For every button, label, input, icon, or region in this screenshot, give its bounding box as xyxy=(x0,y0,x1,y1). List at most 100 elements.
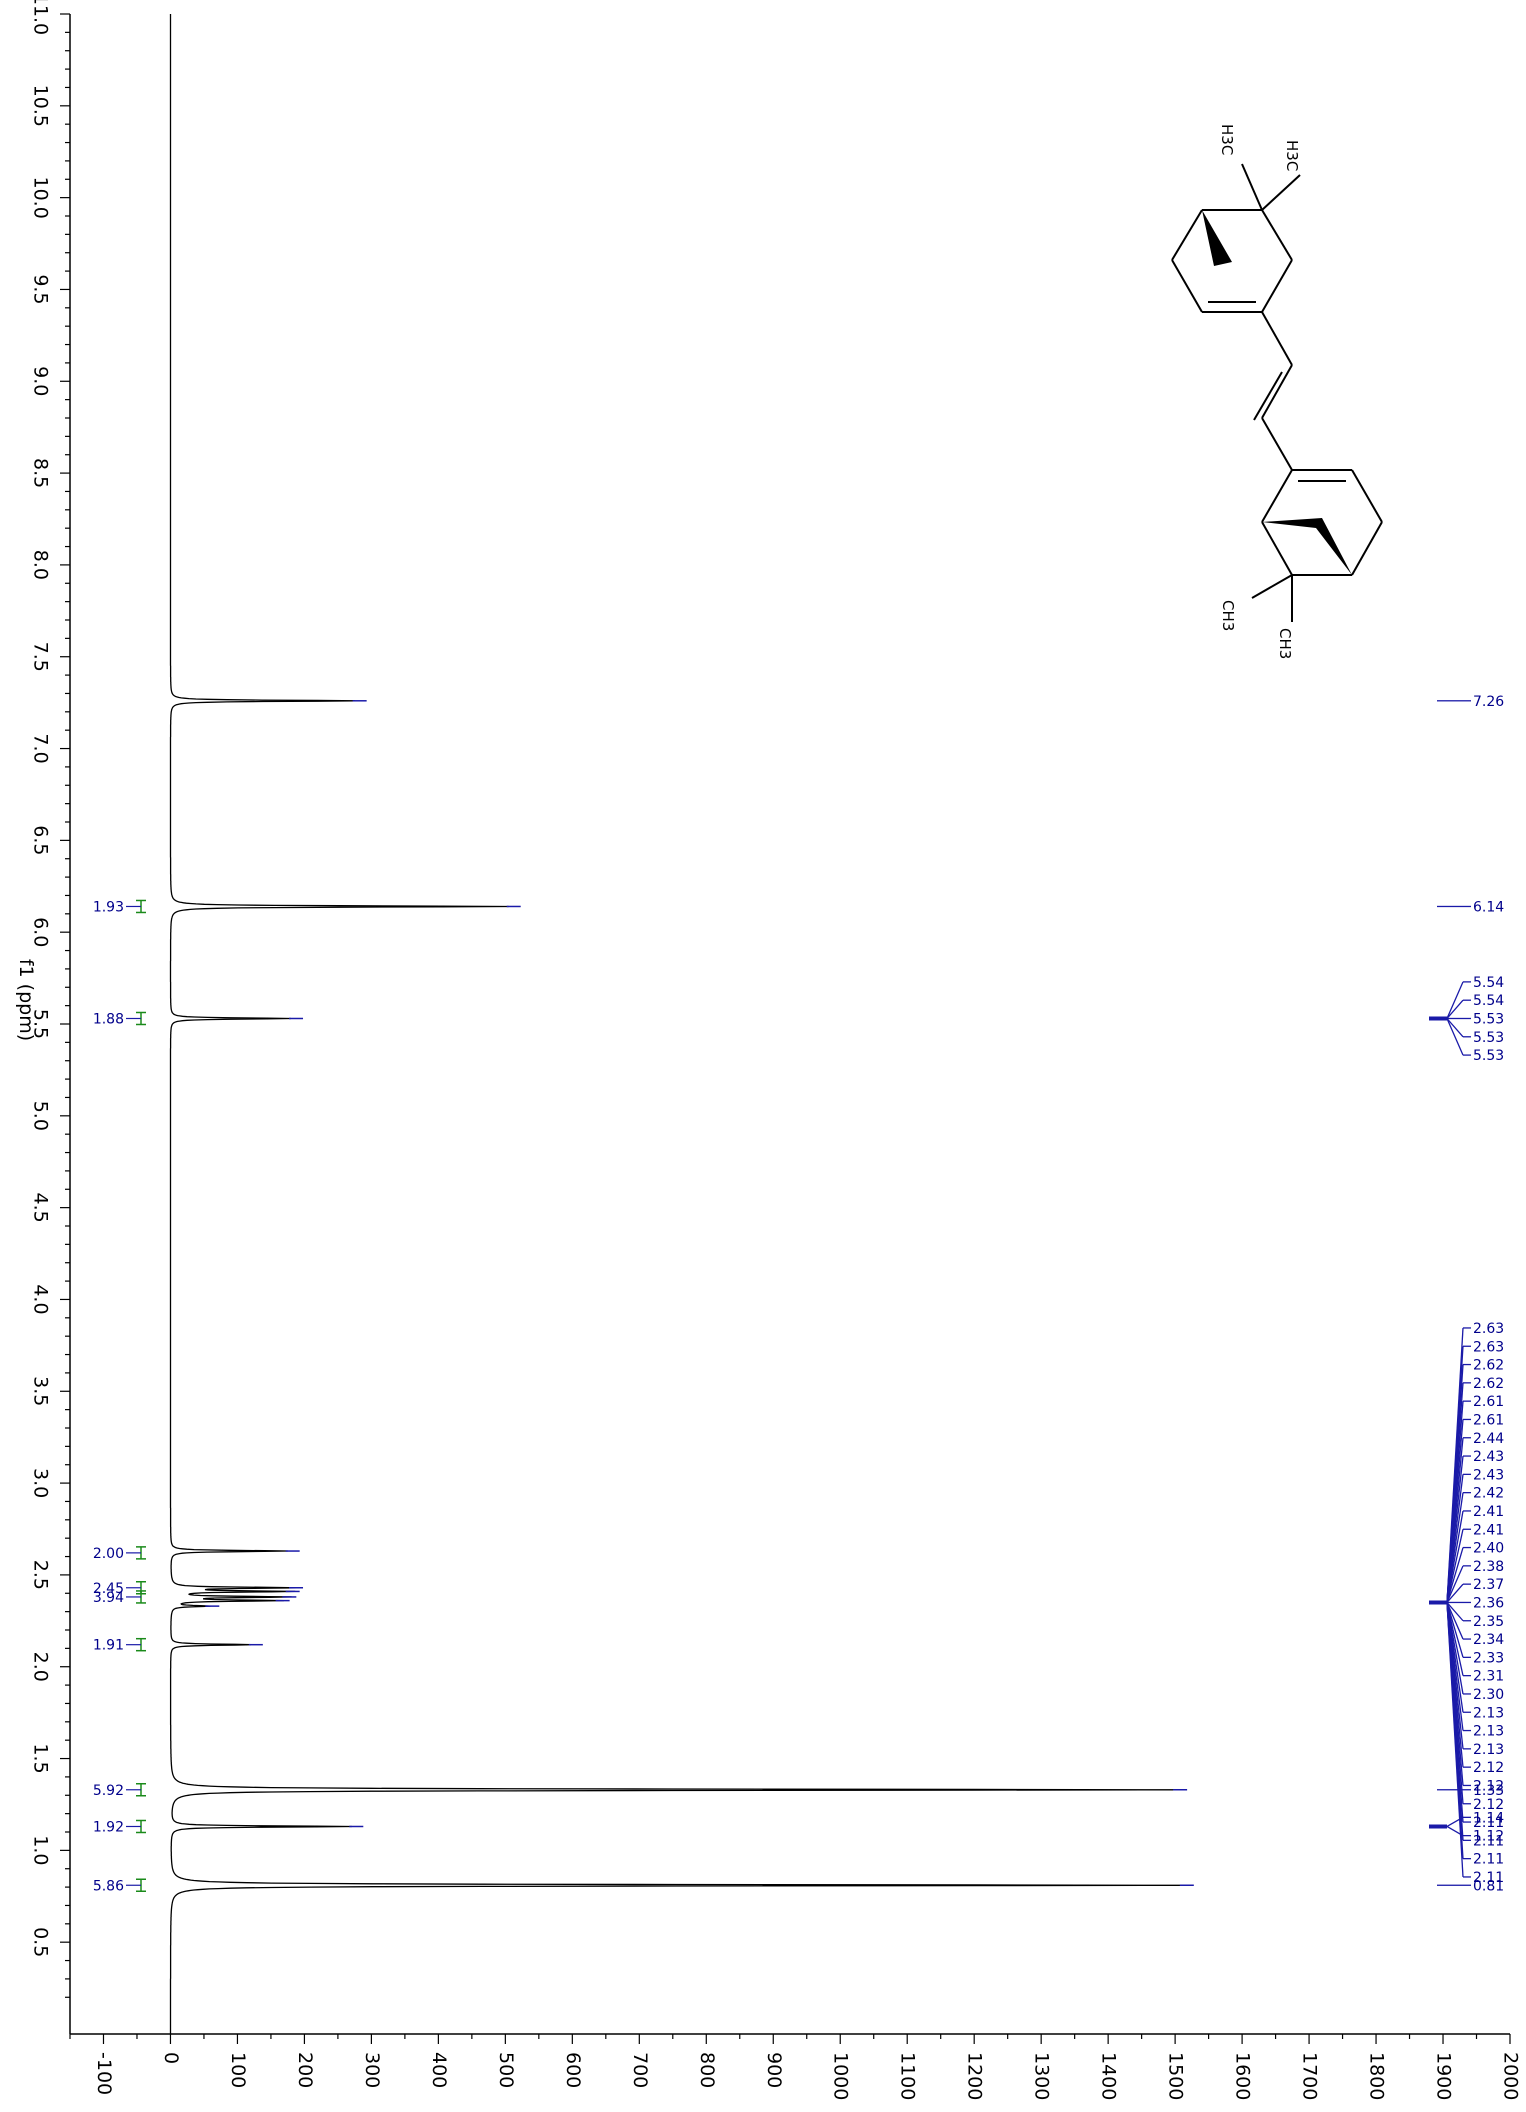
ppm-tick-label: 1.0 xyxy=(30,1835,52,1865)
peak-label: 1.33 xyxy=(1473,1783,1504,1799)
peak-label: 2.62 xyxy=(1473,1358,1504,1374)
peak-label: 2.34 xyxy=(1473,1632,1504,1648)
ppm-axis: 11.0 10.5 10.0 9.5 9.0 8.5 8.0 7.5 7.0 6.5 6.0 5.5 5… xyxy=(30,0,70,1998)
peak-label: 2.13 xyxy=(1473,1705,1504,1721)
intensity-tick-label: 1700 xyxy=(1299,2052,1321,2100)
plot-frame xyxy=(69,14,1510,2035)
integral-value: 3.94 xyxy=(93,1590,124,1606)
intensity-tick-label: 300 xyxy=(361,2052,383,2088)
spectrum-trace-group xyxy=(169,14,1194,2034)
peak-label: 2.33 xyxy=(1473,1650,1504,1666)
peak-label: 1.12 xyxy=(1473,1829,1504,1845)
peak-label: 2.41 xyxy=(1473,1504,1504,1520)
integrals-group: 1.93 1.88 2.00 2.453.94 1.91 5.92 1.92 5.86 xyxy=(93,899,146,1894)
molecule-label-ch3: CH3 xyxy=(1219,600,1237,631)
ppm-tick-label: 10.0 xyxy=(30,176,52,218)
ppm-tick-label: 1.5 xyxy=(30,1743,52,1773)
integral-value: 2.45 xyxy=(93,1581,124,1597)
intensity-tick-label: 400 xyxy=(428,2052,450,2088)
peak-label: 2.63 xyxy=(1473,1339,1504,1355)
ppm-tick-label: 10.5 xyxy=(30,85,52,127)
peak-label: 2.61 xyxy=(1473,1412,1504,1428)
peak-label: 7.26 xyxy=(1473,694,1504,710)
peak-label: 2.61 xyxy=(1473,1394,1504,1410)
intensity-tick-label: 1100 xyxy=(897,2052,919,2100)
peak-label-connector xyxy=(1446,1602,1464,1877)
integral-value: 1.93 xyxy=(93,899,124,915)
peak-labels-group: 7.26 6.14 5.54 5.54 5.53 5.53 5.53 2.63 2.63 2.62… xyxy=(1429,694,1504,1894)
molecule-structure: H3C H3C CH3 CH3 xyxy=(1171,124,1383,659)
peak-label: 2.43 xyxy=(1473,1449,1504,1465)
intensity-tick-label: 1900 xyxy=(1433,2052,1455,2100)
ppm-tick-label: 6.0 xyxy=(30,917,52,947)
ppm-tick-label: 11.0 xyxy=(30,0,52,35)
peak-label: 5.53 xyxy=(1473,1011,1504,1027)
intensity-tick-label: 800 xyxy=(696,2052,718,2088)
peak-label-connector xyxy=(1446,1018,1464,1038)
peak-label: 2.11 xyxy=(1473,1852,1504,1868)
peak-label-connector xyxy=(1446,1583,1464,1603)
peak-label-connector xyxy=(1446,1825,1464,1837)
ppm-tick-label: 3.0 xyxy=(30,1468,52,1498)
integral-value: 1.88 xyxy=(93,1011,124,1027)
peak-label-connector xyxy=(1446,981,1464,1019)
peak-label: 2.41 xyxy=(1473,1522,1504,1538)
intensity-tick-label: 200 xyxy=(294,2052,316,2088)
ppm-tick-label: 2.5 xyxy=(30,1560,52,1590)
ppm-tick-label: 8.0 xyxy=(30,550,52,580)
ppm-tick-label: 0.5 xyxy=(30,1927,52,1957)
peak-label: 5.53 xyxy=(1473,1048,1504,1064)
ppm-tick-label: 2.0 xyxy=(30,1652,52,1682)
molecule-label-h3c: H3C xyxy=(1283,140,1301,171)
peak-label: 1.14 xyxy=(1473,1810,1504,1826)
intensity-tick-label: 1400 xyxy=(1098,2052,1120,2100)
peak-label: 6.14 xyxy=(1473,899,1504,915)
integral-value: 1.91 xyxy=(93,1638,124,1654)
peak-label-connector xyxy=(1446,1816,1464,1828)
peak-label-connector xyxy=(1446,1529,1464,1603)
ppm-tick-label: 7.0 xyxy=(30,733,52,763)
intensity-tick-label: -100 xyxy=(93,2052,115,2095)
peak-label: 2.40 xyxy=(1473,1541,1504,1557)
peak-label: 2.12 xyxy=(1473,1760,1504,1776)
peak-label: 2.11 xyxy=(1473,1870,1504,1886)
intensity-tick-label: 700 xyxy=(629,2052,651,2088)
ppm-tick-label: 7.5 xyxy=(30,642,52,672)
peak-label: 2.36 xyxy=(1473,1595,1504,1611)
intensity-tick-label: 0 xyxy=(160,2052,182,2064)
ppm-tick-label: 3.5 xyxy=(30,1376,52,1406)
peak-label: 5.54 xyxy=(1473,993,1504,1009)
integral-value: 5.86 xyxy=(93,1878,124,1894)
ppm-tick-label: 9.5 xyxy=(30,274,52,304)
intensity-tick-label: 100 xyxy=(227,2052,249,2088)
intensity-axis: -100 0 100 200 300 400 500 600 700 800 900 1000 1100… xyxy=(69,2034,1522,2100)
integral-value: 2.00 xyxy=(93,1546,124,1562)
peak-label: 2.63 xyxy=(1473,1321,1504,1337)
peak-label: 2.12 xyxy=(1473,1797,1504,1813)
peak-label: 2.12 xyxy=(1473,1778,1504,1794)
peak-label: 5.54 xyxy=(1473,975,1504,991)
ppm-tick-label: 4.5 xyxy=(30,1193,52,1223)
intensity-tick-label: 1500 xyxy=(1165,2052,1187,2100)
peak-label: 2.30 xyxy=(1473,1687,1504,1703)
intensity-tick-label: 1300 xyxy=(1031,2052,1053,2100)
peak-label: 2.11 xyxy=(1473,1833,1504,1849)
integral-value: 5.92 xyxy=(93,1783,124,1799)
peak-label: 2.11 xyxy=(1473,1815,1504,1831)
intensity-tick-label: 1000 xyxy=(830,2052,852,2100)
intensity-tick-label: 1800 xyxy=(1366,2052,1388,2100)
ppm-tick-label: 5.5 xyxy=(30,1009,52,1039)
peak-label-connector xyxy=(1446,1018,1464,1056)
peak-label: 2.42 xyxy=(1473,1486,1504,1502)
molecule-label-ch3: CH3 xyxy=(1276,628,1294,659)
peak-label-connector xyxy=(1446,1602,1464,1658)
peak-label: 2.35 xyxy=(1473,1614,1504,1630)
peak-label-connector xyxy=(1446,1602,1464,1640)
peak-label: 2.62 xyxy=(1473,1376,1504,1392)
peak-label: 2.31 xyxy=(1473,1669,1504,1685)
peak-label-connector xyxy=(1446,1547,1464,1603)
peak-label: 2.38 xyxy=(1473,1559,1504,1575)
intensity-tick-label: 600 xyxy=(562,2052,584,2088)
integral-value: 1.92 xyxy=(93,1819,124,1835)
